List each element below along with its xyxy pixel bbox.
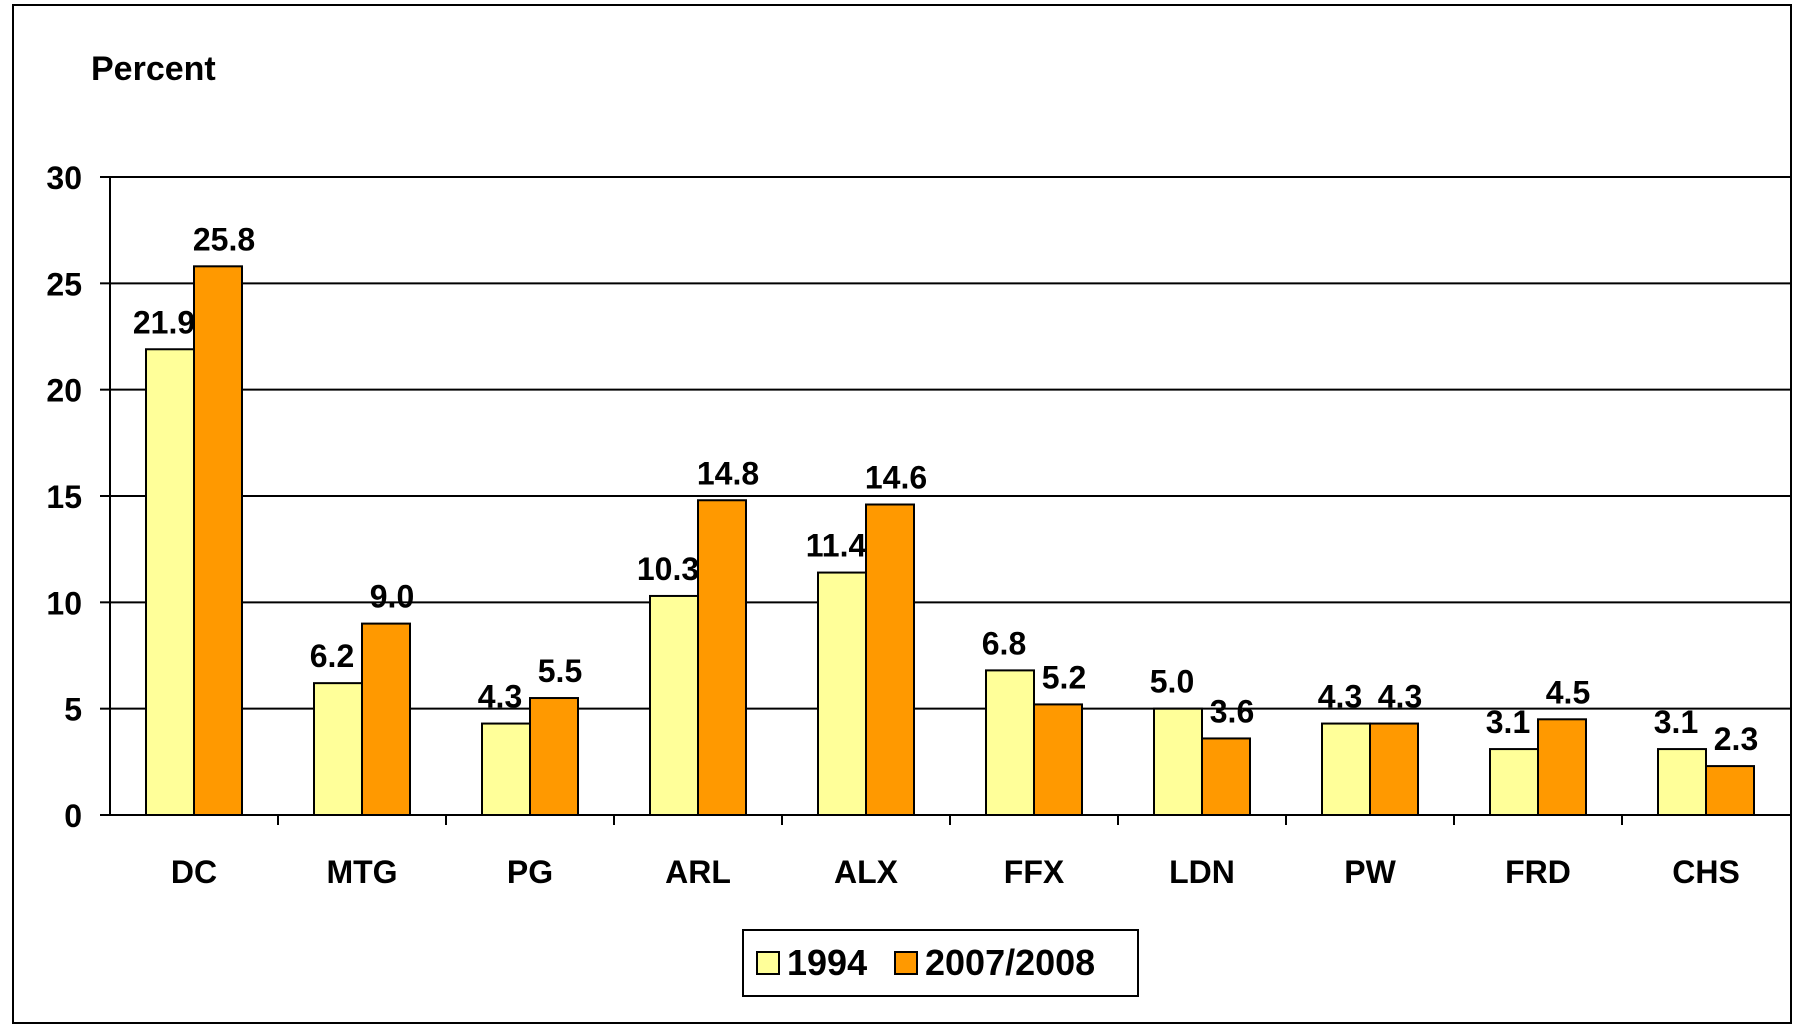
data-label: 2.3 [1714,721,1758,757]
data-label: 5.5 [538,653,582,689]
x-tick-label: ALX [834,854,899,890]
data-label: 21.9 [133,304,195,340]
bar [1153,707,1203,817]
bar [817,571,867,816]
data-label: 10.3 [637,551,699,587]
x-tick-label: ARL [665,854,731,890]
legend-box [742,929,1139,997]
x-tick-label: CHS [1672,854,1740,890]
axes [100,176,1790,825]
bar [1201,737,1251,816]
x-tick-label: MTG [326,854,397,890]
bar [1705,765,1755,817]
data-label: 14.8 [697,455,759,491]
bar [1321,722,1371,817]
bar [865,503,915,816]
legend: 1994 2007/2008 [742,929,1139,997]
data-label: 3.1 [1486,704,1530,740]
data-label: 5.2 [1042,659,1086,695]
y-axis-label: Percent [91,50,216,88]
bar [697,499,747,816]
data-label: 3.6 [1210,693,1254,729]
bar [1489,748,1539,816]
bar [985,669,1035,816]
bar [529,697,579,816]
bar [481,722,531,817]
y-tick-label: 5 [64,692,82,728]
bar [1033,703,1083,816]
x-tick-label: PG [507,854,553,890]
data-label: 4.5 [1546,674,1590,710]
x-tick-label: FFX [1004,854,1065,890]
bar [1657,748,1707,816]
x-tick-label: LDN [1169,854,1235,890]
bar [1369,722,1419,817]
data-label: 4.3 [1378,679,1422,715]
legend-label: 2007/2008 [925,942,1095,983]
data-label: 6.2 [310,638,354,674]
x-tick-labels: DC MTG PG ARL ALX FFX LDN PW FRD CHS [171,854,1740,890]
y-tick-label: 15 [46,479,82,515]
data-label: 4.3 [1318,679,1362,715]
data-labels: 21.9 25.8 6.2 9.0 4.3 5.5 10.3 14.8 11.4 14.6 6.8 5… [133,221,1758,757]
y-tick-label: 30 [46,160,82,196]
bar [1537,718,1587,816]
bars [145,265,1755,817]
data-label: 11.4 [806,528,867,564]
legend-label: 1994 [787,942,867,983]
y-tick-label: 10 [46,585,82,621]
data-label: 6.8 [982,625,1026,661]
bar [145,348,195,816]
x-tick-label: DC [171,854,217,890]
bar [361,622,411,816]
x-tick-label: FRD [1505,854,1571,890]
data-label: 4.3 [478,679,522,715]
data-label: 9.0 [370,579,414,615]
y-tick-label: 0 [64,798,82,834]
legend-swatch [756,951,780,975]
bar [649,594,699,816]
y-tick-label: 20 [46,373,82,409]
data-label: 14.6 [865,460,927,496]
bar [313,682,363,816]
data-label: 3.1 [1654,704,1698,740]
bar [193,265,243,816]
data-label: 5.0 [1150,664,1194,700]
bar-chart: Percent 0 5 10 15 20 25 30 DC MTG PG ARL ALX FFX LDN… [46,50,1790,997]
y-tick-label: 25 [46,266,82,302]
x-tick-label: PW [1344,854,1396,890]
legend-swatch [894,951,918,975]
data-label: 25.8 [193,221,255,257]
y-tick-labels: 0 5 10 15 20 25 30 [46,160,82,834]
